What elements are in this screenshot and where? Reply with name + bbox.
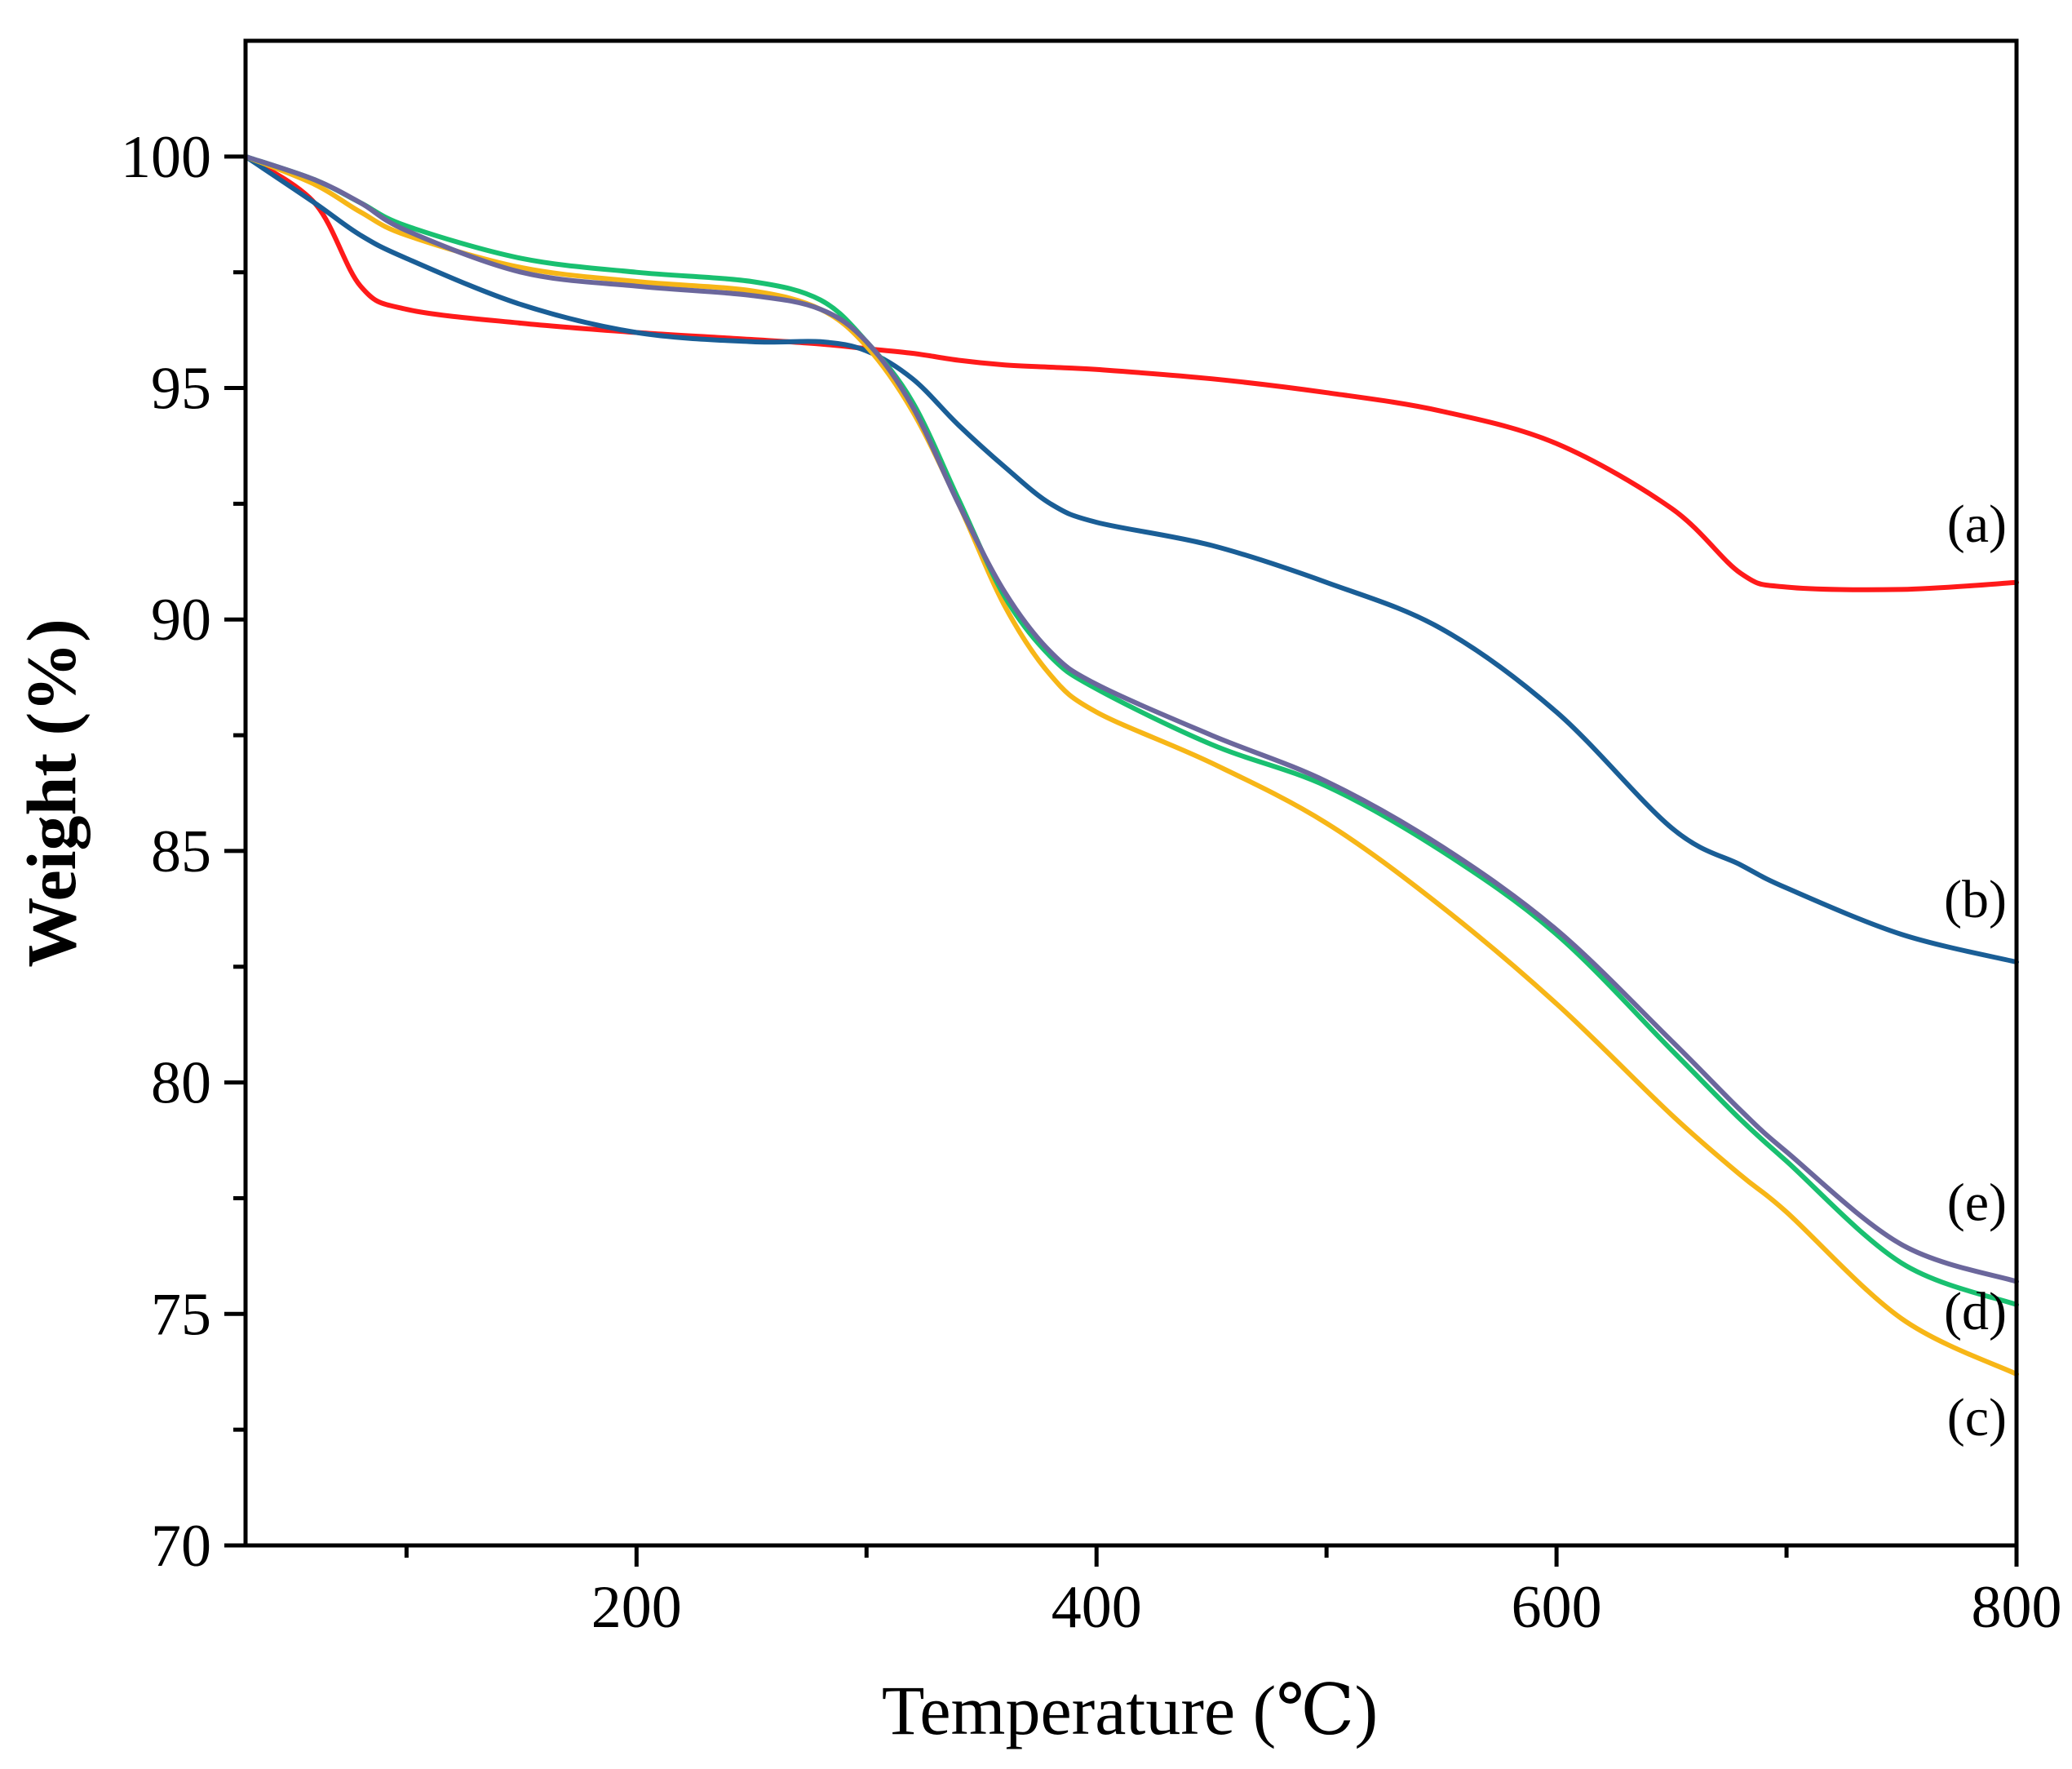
series-label-2: (b) xyxy=(1944,870,2007,929)
series-label-layer: (a) (b) (c) (d) (e) xyxy=(1944,494,2007,1448)
x-tick-label: 200 xyxy=(591,1574,682,1641)
x-tick-label: 800 xyxy=(1972,1574,2062,1641)
series-line-3 xyxy=(243,153,2019,1377)
series-label-3: (c) xyxy=(1947,1388,2007,1448)
x-tick-label: 400 xyxy=(1051,1574,1142,1641)
series-label-5: (e) xyxy=(1947,1173,2007,1233)
tick-label-layer: 200 400 600 800 70 75 80 85 90 95 100 xyxy=(121,124,2062,1641)
y-tick-label: 80 xyxy=(151,1050,211,1117)
x-tick-label: 600 xyxy=(1512,1574,1602,1641)
series-label-4: (d) xyxy=(1944,1282,2007,1341)
y-tick-label: 75 xyxy=(151,1281,211,1348)
series-line-5 xyxy=(243,153,2019,1284)
y-tick-label: 85 xyxy=(151,818,211,885)
series-layer xyxy=(243,153,2019,1377)
y-tick-label: 100 xyxy=(121,124,211,191)
plot-frame xyxy=(243,38,2019,1548)
series-line-2 xyxy=(243,153,2019,965)
y-axis-title: Weight (%) xyxy=(12,618,91,968)
y-tick-label: 70 xyxy=(151,1513,211,1580)
tick-layer xyxy=(224,154,2019,1567)
series-line-4 xyxy=(243,153,2019,1307)
y-tick-label: 90 xyxy=(151,587,211,654)
series-label-1: (a) xyxy=(1947,494,2007,554)
series-line-1 xyxy=(243,153,2019,592)
y-tick-label: 95 xyxy=(151,356,211,423)
x-axis-title: Temperature (℃) xyxy=(882,1671,1378,1749)
